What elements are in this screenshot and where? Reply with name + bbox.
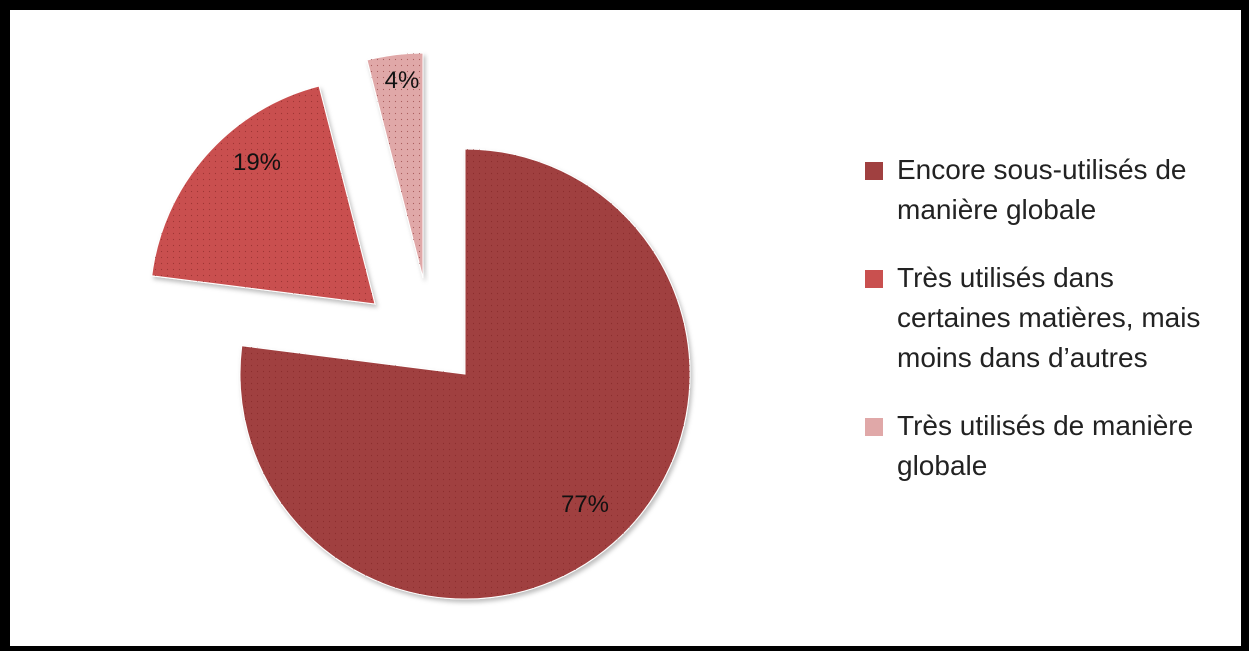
legend-label-0: Encore sous-utilisés de manière globale — [897, 154, 1187, 225]
slice-label-0: 77% — [561, 491, 609, 518]
legend-swatch-0 — [865, 162, 883, 180]
slice-label-2: 4% — [385, 67, 420, 94]
legend-label-2: Très utilisés de manière globale — [897, 410, 1194, 481]
legend-item-2: Très utilisés de manière globale — [865, 406, 1235, 486]
legend-item-1: Très utilisés dans certaines matières, m… — [865, 258, 1235, 378]
legend-swatch-2 — [865, 418, 883, 436]
legend-label-1: Très utilisés dans certaines matières, m… — [897, 262, 1201, 373]
slice-label-1: 19% — [233, 149, 281, 176]
legend-swatch-1 — [865, 270, 883, 288]
pie-slice-2 — [366, 52, 424, 279]
pie-slice-0 — [239, 148, 691, 600]
legend: Encore sous-utilisés de manière globale … — [865, 150, 1235, 486]
legend-item-0: Encore sous-utilisés de manière globale — [865, 150, 1235, 230]
pie-chart: 77% 19% 4% — [151, 52, 691, 600]
chart-frame: 77% 19% 4% Encore sous-utilisés de manière… — [10, 10, 1241, 646]
pie-slice-1 — [151, 85, 376, 305]
